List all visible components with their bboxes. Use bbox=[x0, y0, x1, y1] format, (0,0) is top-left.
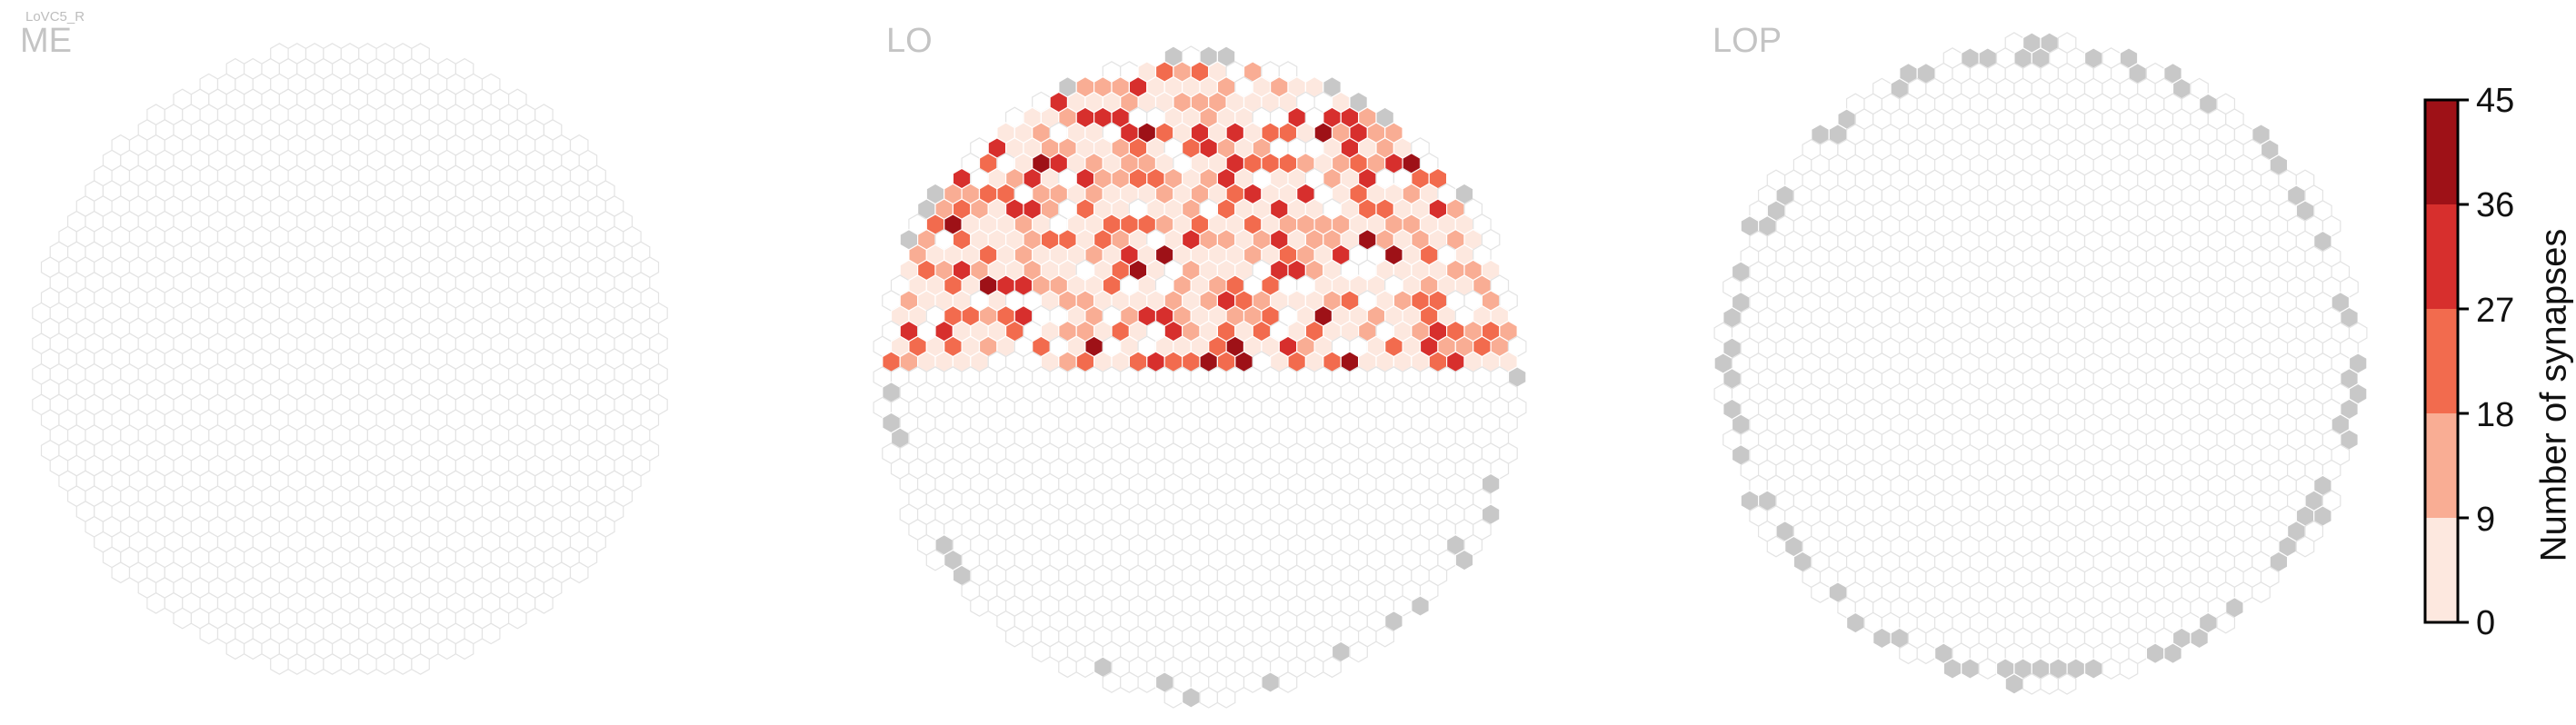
hex-cell-empty bbox=[411, 653, 430, 675]
colorbar-tick-36: 36 bbox=[2476, 186, 2515, 224]
hex-cell-empty bbox=[2022, 672, 2042, 695]
hex-cell-empty bbox=[925, 549, 945, 571]
panel-me bbox=[32, 43, 668, 675]
hex-cell-empty bbox=[1075, 656, 1095, 679]
hex-cell-outside bbox=[1261, 671, 1280, 693]
hex-cell-empty bbox=[481, 622, 501, 645]
panel-label-me: ME bbox=[20, 22, 72, 60]
panel-lo bbox=[873, 45, 1527, 709]
hex-cell-empty bbox=[1899, 642, 1918, 665]
hex-cell-empty bbox=[1811, 581, 1830, 603]
hex-cell-empty bbox=[454, 638, 474, 660]
hex-cell-outside bbox=[2190, 627, 2209, 650]
hex-cell-empty bbox=[340, 653, 360, 675]
hex-cell-outside bbox=[1411, 595, 1430, 617]
hex-cell-empty bbox=[1243, 671, 1263, 693]
hex-cell-outside bbox=[1872, 627, 1892, 650]
hex-cell-empty bbox=[1978, 658, 1998, 680]
hex-cell-outside bbox=[2145, 642, 2165, 665]
panel-label-lo: LO bbox=[886, 22, 933, 60]
colorbar-bin bbox=[2425, 204, 2458, 309]
colorbar-bin bbox=[2425, 413, 2458, 518]
colorbar-tick-0: 0 bbox=[2476, 604, 2496, 642]
hex-cell-empty bbox=[437, 638, 456, 660]
colorbar bbox=[2423, 98, 2469, 624]
hex-cell-empty bbox=[1102, 671, 1122, 693]
hex-cell-outside bbox=[1942, 658, 1962, 680]
hex-cell-empty bbox=[2295, 535, 2315, 558]
hex-cell-empty bbox=[199, 622, 219, 645]
hex-cell-empty bbox=[1058, 656, 1077, 679]
hex-cell-outside bbox=[1845, 611, 1865, 634]
hex-cell-empty bbox=[173, 607, 192, 630]
hex-cell-empty bbox=[111, 561, 131, 584]
hex-cell-empty bbox=[2216, 611, 2235, 634]
hex-cell-empty bbox=[375, 653, 395, 675]
hex-cell-empty bbox=[2252, 581, 2271, 603]
colorbar-tick-45: 45 bbox=[2476, 82, 2515, 120]
hex-cell-empty bbox=[507, 607, 527, 630]
hex-cell-empty bbox=[2119, 658, 2139, 680]
hex-cell-empty bbox=[225, 638, 245, 660]
hex-cell-outside bbox=[1961, 658, 1980, 680]
hex-cell-empty bbox=[1375, 625, 1395, 648]
hex-cell-empty bbox=[323, 653, 342, 675]
hex-cell-empty bbox=[2102, 658, 2121, 680]
hex-cell-empty bbox=[358, 653, 377, 675]
hex-cell-empty bbox=[2040, 672, 2059, 695]
hex-cell-empty bbox=[569, 561, 589, 584]
colorbar-bin bbox=[2425, 518, 2458, 622]
hex-cell-empty bbox=[2057, 672, 2077, 695]
panel-lop bbox=[1713, 32, 2368, 695]
hex-cell-empty bbox=[1323, 656, 1342, 679]
colorbar-tick-18: 18 bbox=[2476, 396, 2515, 434]
hex-cell-empty bbox=[270, 653, 289, 675]
hex-cell-empty bbox=[244, 638, 263, 660]
hex-cell-empty bbox=[534, 591, 554, 614]
hex-cell-empty bbox=[1163, 686, 1183, 709]
hex-cell-empty bbox=[287, 653, 307, 675]
hex-cell-outside bbox=[1181, 686, 1201, 709]
hex-cell-outside bbox=[1454, 549, 1474, 571]
colorbar-label: Number of synapses bbox=[2533, 228, 2574, 562]
colorbar-tick-9: 9 bbox=[2476, 501, 2496, 539]
hex-cell-empty bbox=[393, 653, 413, 675]
panel-label-lop: LOP bbox=[1712, 22, 1782, 60]
hex-cell-empty bbox=[1766, 535, 1786, 558]
hex-cell-empty bbox=[970, 595, 989, 617]
colorbar-bin bbox=[2425, 100, 2458, 204]
hex-cell-outside bbox=[2163, 642, 2182, 665]
hex-cell-empty bbox=[1004, 625, 1024, 648]
hex-cell-empty bbox=[1032, 641, 1051, 663]
hex-cell-empty bbox=[146, 591, 165, 614]
colorbar-bin bbox=[2425, 309, 2458, 413]
hex-cell-empty bbox=[1916, 642, 1936, 665]
hex-cell-outside bbox=[2083, 658, 2103, 680]
hex-cell-empty bbox=[1304, 656, 1324, 679]
hex-cell-empty bbox=[1120, 671, 1139, 693]
hex-cell-empty bbox=[1137, 671, 1157, 693]
colorbar-tick-27: 27 bbox=[2476, 292, 2515, 330]
hex-cell-empty bbox=[1278, 671, 1298, 693]
hex-cell-empty bbox=[1349, 641, 1368, 663]
hex-cell-empty bbox=[1216, 686, 1236, 709]
hex-cell-empty bbox=[1199, 686, 1219, 709]
hex-cell-empty bbox=[305, 653, 324, 675]
hex-cell-outside bbox=[2004, 672, 2024, 695]
